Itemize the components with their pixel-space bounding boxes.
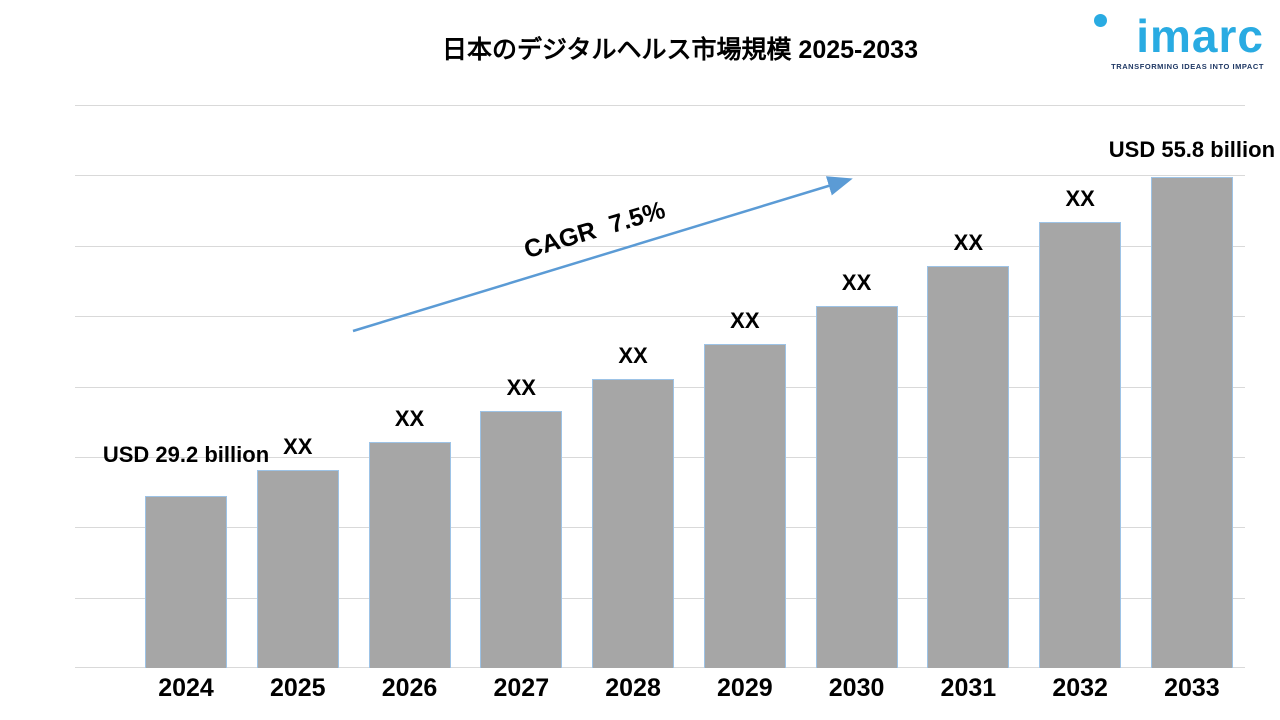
bar-value-label: XX <box>730 308 760 333</box>
bar-value-label: XX <box>394 406 425 432</box>
bar <box>815 305 898 668</box>
bar <box>480 411 563 668</box>
bar-group-2029: XX <box>703 308 786 668</box>
bar-value-label: XX <box>841 269 872 295</box>
plot-area: USD 29.2 billion XX XX XX XX XX XX XX XX USD 55.8… <box>75 105 1275 668</box>
x-axis-label-2029: 2029 <box>717 674 773 702</box>
imarc-logo: imarc TRANSFORMING IDEAS INTO IMPACT <box>1084 12 1264 71</box>
x-axis-label-2024: 2024 <box>158 674 214 702</box>
bar-value-label: XX <box>1065 185 1095 211</box>
bar-value-label: XX <box>953 230 984 255</box>
bar-group-2025: XX <box>256 434 339 668</box>
bar-group-2024: USD 29.2 billion <box>103 442 269 668</box>
bar-value-label: XX <box>283 434 313 459</box>
bar-group-2031: XX <box>927 230 1010 668</box>
x-axis-label-2025: 2025 <box>269 674 326 702</box>
x-axis-label-2026: 2026 <box>381 674 438 702</box>
bar-value-label: XX <box>506 375 536 401</box>
bar <box>927 266 1010 668</box>
bar <box>368 442 451 668</box>
logo-dot-icon <box>1094 14 1107 27</box>
chart-title: 日本のデジタルヘルス市場規模 2025-2033 <box>441 36 918 64</box>
bar-group-2026: XX <box>368 406 451 668</box>
bar <box>145 496 227 668</box>
bar-value-label: USD 29.2 billion <box>102 442 270 468</box>
bar-group-2027: XX <box>480 375 563 668</box>
bar-value-label: USD 55.8 billion <box>1108 137 1276 163</box>
bars: USD 29.2 billion XX XX XX XX XX XX XX XX USD 55.8… <box>103 105 1275 668</box>
x-axis-label-2031: 2031 <box>940 674 997 702</box>
gridline <box>75 175 1245 177</box>
bar <box>592 378 675 668</box>
bar <box>256 470 339 668</box>
logo-tagline: TRANSFORMING IDEAS INTO IMPACT <box>1111 62 1264 71</box>
bar-group-2033: USD 55.8 billion <box>1109 137 1275 668</box>
x-axis-label-2028: 2028 <box>605 674 661 702</box>
bar-group-2028: XX <box>592 342 675 668</box>
gridline <box>75 105 1245 106</box>
bar-value-label: XX <box>618 342 648 368</box>
x-axis-label-2033: 2033 <box>1164 674 1220 702</box>
bar <box>1039 221 1122 668</box>
logo-wordmark: imarc <box>1136 10 1264 62</box>
x-axis-label-2030: 2030 <box>828 674 885 702</box>
bar-group-2030: XX <box>815 269 898 668</box>
x-axis-label-2032: 2032 <box>1052 674 1108 702</box>
bar-group-2032: XX <box>1039 185 1122 668</box>
x-axis-labels: 2024 2025 2026 2027 2028 2029 2030 2031 2032 2033 <box>145 674 1233 703</box>
bar <box>703 344 786 668</box>
x-axis-label-2027: 2027 <box>493 674 550 702</box>
bar <box>1150 177 1233 668</box>
